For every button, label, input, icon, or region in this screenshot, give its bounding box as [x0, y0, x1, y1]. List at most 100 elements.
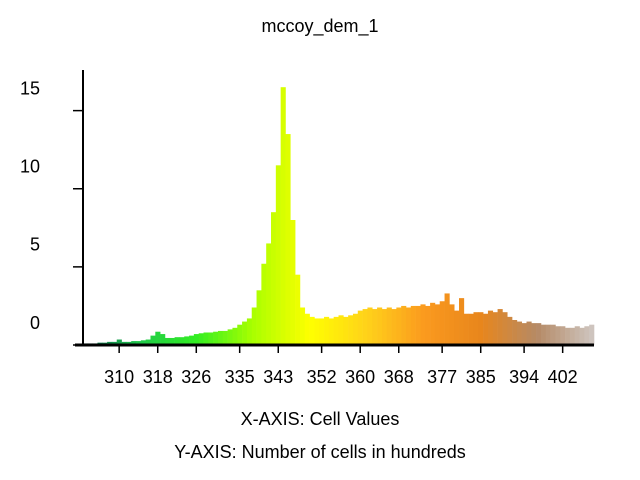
- y-tick-label: 10: [20, 157, 40, 177]
- bar: [343, 316, 349, 345]
- bar: [213, 331, 219, 345]
- bar: [463, 313, 469, 345]
- bar: [492, 312, 498, 345]
- bar: [136, 341, 142, 345]
- bar: [550, 324, 556, 345]
- bar: [367, 307, 373, 345]
- bar: [290, 220, 296, 345]
- bar: [430, 302, 436, 345]
- bar: [208, 332, 214, 345]
- bar: [164, 337, 171, 345]
- bar: [589, 324, 595, 345]
- bar: [237, 324, 243, 345]
- bar: [299, 307, 306, 345]
- bar: [126, 341, 132, 345]
- x-tick-label: 352: [307, 367, 337, 387]
- bar: [536, 323, 542, 345]
- bar: [348, 315, 354, 345]
- bar: [338, 315, 344, 345]
- y-axis-label: Y-AXIS: Number of cells in hundreds: [174, 442, 465, 462]
- x-tick-label: 360: [345, 367, 375, 387]
- bar: [396, 307, 402, 345]
- bar: [304, 313, 310, 345]
- bar: [328, 318, 334, 345]
- x-tick-label: 326: [181, 367, 211, 387]
- bar: [352, 313, 359, 345]
- bar: [531, 323, 537, 345]
- bar: [275, 165, 281, 345]
- bar: [377, 307, 383, 345]
- chart-title: mccoy_dem_1: [261, 16, 378, 37]
- bar: [565, 327, 571, 345]
- bar: [227, 329, 233, 345]
- bar: [266, 243, 272, 345]
- bar: [468, 313, 474, 345]
- bar: [473, 312, 479, 345]
- x-tick-label: 377: [427, 367, 457, 387]
- bar: [314, 318, 320, 345]
- bar: [150, 335, 156, 345]
- bar: [271, 212, 277, 345]
- bar: [256, 290, 262, 345]
- bar: [357, 310, 363, 345]
- bar: [526, 321, 532, 345]
- y-tick-label: 5: [30, 235, 40, 255]
- bar: [198, 333, 204, 345]
- bar: [179, 337, 185, 345]
- bar: [386, 307, 392, 345]
- x-tick-label: 318: [143, 367, 173, 387]
- bar: [232, 327, 238, 345]
- bar: [401, 305, 407, 345]
- bar: [217, 330, 224, 345]
- bar: [584, 326, 590, 345]
- x-tick-label: 310: [104, 367, 134, 387]
- bar: [487, 310, 494, 345]
- y-tick-label: 0: [30, 313, 40, 333]
- bar: [483, 313, 489, 345]
- bar: [478, 312, 484, 345]
- x-tick-label: 343: [263, 367, 293, 387]
- bar: [521, 323, 527, 345]
- bar: [107, 341, 113, 345]
- bar: [174, 337, 180, 345]
- bar: [160, 334, 166, 345]
- bar: [285, 134, 291, 345]
- bar: [309, 316, 315, 345]
- bar: [319, 318, 325, 345]
- bar: [155, 331, 161, 345]
- bar: [295, 274, 301, 345]
- x-tick-label: 394: [509, 367, 539, 387]
- bar: [372, 309, 378, 345]
- bar: [574, 326, 580, 345]
- bar: [516, 321, 522, 345]
- bar: [391, 309, 397, 345]
- bar: [111, 341, 118, 345]
- bar: [415, 305, 421, 345]
- bar: [512, 320, 518, 345]
- bar: [116, 339, 122, 345]
- bar: [439, 301, 445, 345]
- bar: [242, 321, 248, 345]
- bar: [121, 341, 127, 345]
- bar: [405, 307, 412, 345]
- bar: [555, 326, 561, 345]
- bar: [425, 305, 431, 345]
- bar: [203, 332, 209, 345]
- bar: [459, 298, 465, 345]
- bar: [381, 309, 388, 345]
- bar: [449, 304, 455, 345]
- x-tick-label: 368: [384, 367, 414, 387]
- bar: [560, 326, 566, 345]
- bar: [434, 304, 441, 345]
- bar: [145, 339, 151, 345]
- y-tick-label: 15: [20, 78, 40, 98]
- bar: [251, 307, 257, 345]
- bar: [222, 330, 228, 345]
- bar: [140, 340, 146, 345]
- bar: [579, 327, 585, 345]
- bar: [420, 304, 426, 345]
- bar: [131, 341, 137, 345]
- bar: [261, 263, 267, 345]
